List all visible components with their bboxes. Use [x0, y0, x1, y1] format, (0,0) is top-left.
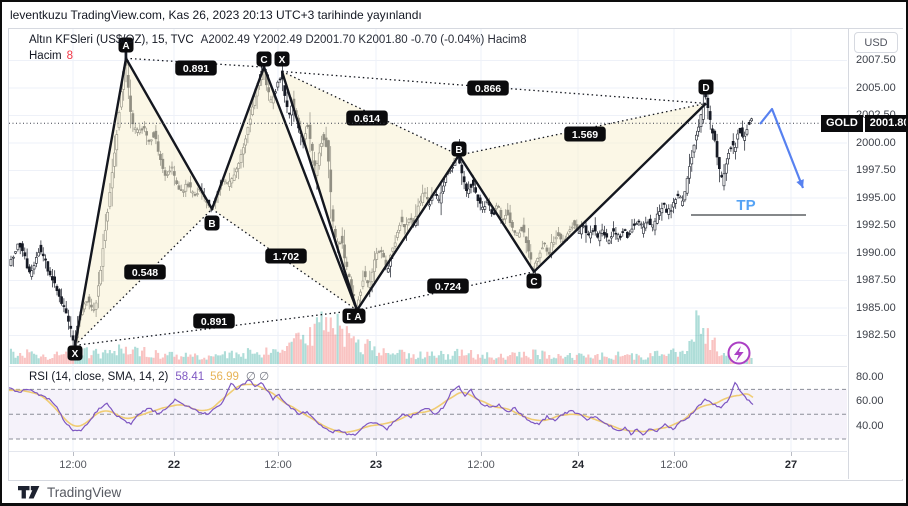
time-tick-mark — [73, 452, 74, 456]
time-tick-mark — [791, 452, 792, 456]
harmonic-pattern-xabcd-1[interactable]: 0.548 0.891 1.702 0.891 X A B C D — [67, 37, 359, 361]
forecast-arrow[interactable] — [759, 107, 805, 189]
lightning-icon[interactable] — [727, 341, 751, 365]
rsi-empty-values: ∅ ∅ — [245, 371, 270, 383]
chart-frame: Altın KFSleri (US$/OZ), 15, TVC A2002.49 … — [8, 28, 906, 481]
harmonic-pattern-xabcd-2[interactable]: 0.614 0.724 1.569 0.866 X A B C D — [274, 51, 714, 324]
price-tick-label: 1985.00 — [856, 301, 896, 314]
svg-text:0.548: 0.548 — [132, 267, 158, 279]
price-tick-label: 2005.00 — [856, 81, 896, 94]
last-price-value: 2001.80 — [864, 115, 906, 132]
main-price-pane[interactable]: 0.548 0.891 1.702 0.891 X A B C D 0.614 0.724 1.569… — [9, 29, 847, 366]
price-tick-label: 2007.50 — [856, 54, 896, 66]
currency-button[interactable]: USD — [854, 32, 898, 53]
price-tick-label: 1997.50 — [856, 164, 896, 176]
price-tick-label: 1990.00 — [856, 246, 896, 259]
svg-text:X: X — [72, 349, 79, 360]
rsi-band — [9, 389, 847, 439]
rsi-grid — [72, 366, 792, 451]
svg-text:0.891: 0.891 — [183, 63, 209, 75]
tradingview-attribution[interactable]: TradingView — [18, 485, 121, 500]
ohlc-values: A2002.49 Y2002.49 D2001.70 K2001.80 -0.7… — [200, 34, 527, 46]
svg-text:0.891: 0.891 — [201, 316, 227, 328]
time-tick-mark — [674, 452, 675, 456]
publish-line: leventkuzu TradingView.com, Kas 26, 2023… — [10, 8, 422, 22]
svg-text:C: C — [260, 55, 267, 66]
time-tick-label: 23 — [369, 459, 383, 471]
rsi-tick-label: 60.00 — [856, 395, 884, 408]
rsi-value: 58.41 — [175, 371, 205, 383]
time-tick-mark — [174, 452, 175, 456]
time-tick-mark — [481, 452, 482, 456]
time-tick-label: 12:00 — [59, 459, 87, 471]
rsi-sma-value: 56.99 — [210, 371, 239, 383]
price-tick-label: 1992.50 — [856, 219, 896, 231]
rsi-tick-label: 40.00 — [856, 420, 884, 433]
price-tick-label: 1982.50 — [856, 329, 896, 341]
symbol-legend[interactable]: Altın KFSleri (US$/OZ), 15, TVC A2002.49 … — [29, 34, 527, 46]
svg-text:A: A — [354, 312, 361, 323]
svg-text:0.866: 0.866 — [475, 83, 501, 95]
rsi-tick-label: 80.00 — [856, 370, 884, 383]
time-tick-mark — [578, 452, 579, 456]
svg-text:1.702: 1.702 — [273, 251, 299, 263]
price-tick-label: 1995.00 — [856, 191, 896, 204]
svg-text:A: A — [122, 41, 129, 52]
time-tick-label: 22 — [167, 459, 181, 471]
svg-text:C: C — [530, 277, 537, 288]
rsi-line — [9, 379, 754, 437]
tp-label: TP — [736, 197, 755, 214]
time-axis[interactable]: 12:00 22 12:00 23 12:00 24 12:00 27 — [9, 451, 847, 480]
rsi-label: RSI (14, close, SMA, 14, 2) — [29, 371, 169, 383]
symbol-title: Altın KFSleri (US$/OZ), 15, TVC — [29, 34, 194, 46]
last-price-symbol: GOLD — [821, 115, 863, 132]
time-tick-label: 24 — [571, 459, 585, 471]
tradingview-logo-icon — [18, 486, 40, 499]
time-tick-label: 12:00 — [264, 459, 292, 471]
svg-text:0.614: 0.614 — [354, 113, 380, 125]
volume-value: 8 — [66, 50, 73, 62]
time-tick-label: 12:00 — [660, 459, 688, 471]
tp-annotation[interactable]: TP — [691, 197, 806, 216]
time-tick-mark — [278, 452, 279, 456]
svg-text:X: X — [279, 55, 286, 66]
svg-text:D: D — [702, 83, 709, 94]
time-tick-label: 12:00 — [467, 459, 495, 471]
volume-legend[interactable]: Hacim 8 — [29, 50, 73, 62]
pane-separator[interactable] — [9, 366, 847, 367]
price-axis[interactable]: USD 2007.502005.002002.502000.001997.501… — [848, 29, 903, 479]
svg-text:0.724: 0.724 — [435, 281, 461, 293]
last-price-badge: GOLD 2001.80 — [821, 115, 906, 132]
rsi-pane[interactable] — [9, 366, 847, 451]
svg-text:B: B — [208, 219, 215, 230]
volume-bars — [9, 310, 753, 364]
volume-label: Hacim — [29, 50, 62, 62]
rsi-legend[interactable]: RSI (14, close, SMA, 14, 2) 58.41 56.99 ∅ ∅ — [29, 369, 269, 383]
price-tick-label: 2000.00 — [856, 136, 896, 149]
svg-text:D: D — [346, 312, 353, 323]
time-tick-mark — [376, 452, 377, 456]
svg-text:1.569: 1.569 — [572, 129, 598, 141]
price-tick-label: 1987.50 — [856, 274, 896, 286]
svg-text:B: B — [455, 145, 462, 156]
tradingview-text: TradingView — [47, 485, 122, 500]
time-tick-label: 27 — [784, 459, 798, 471]
